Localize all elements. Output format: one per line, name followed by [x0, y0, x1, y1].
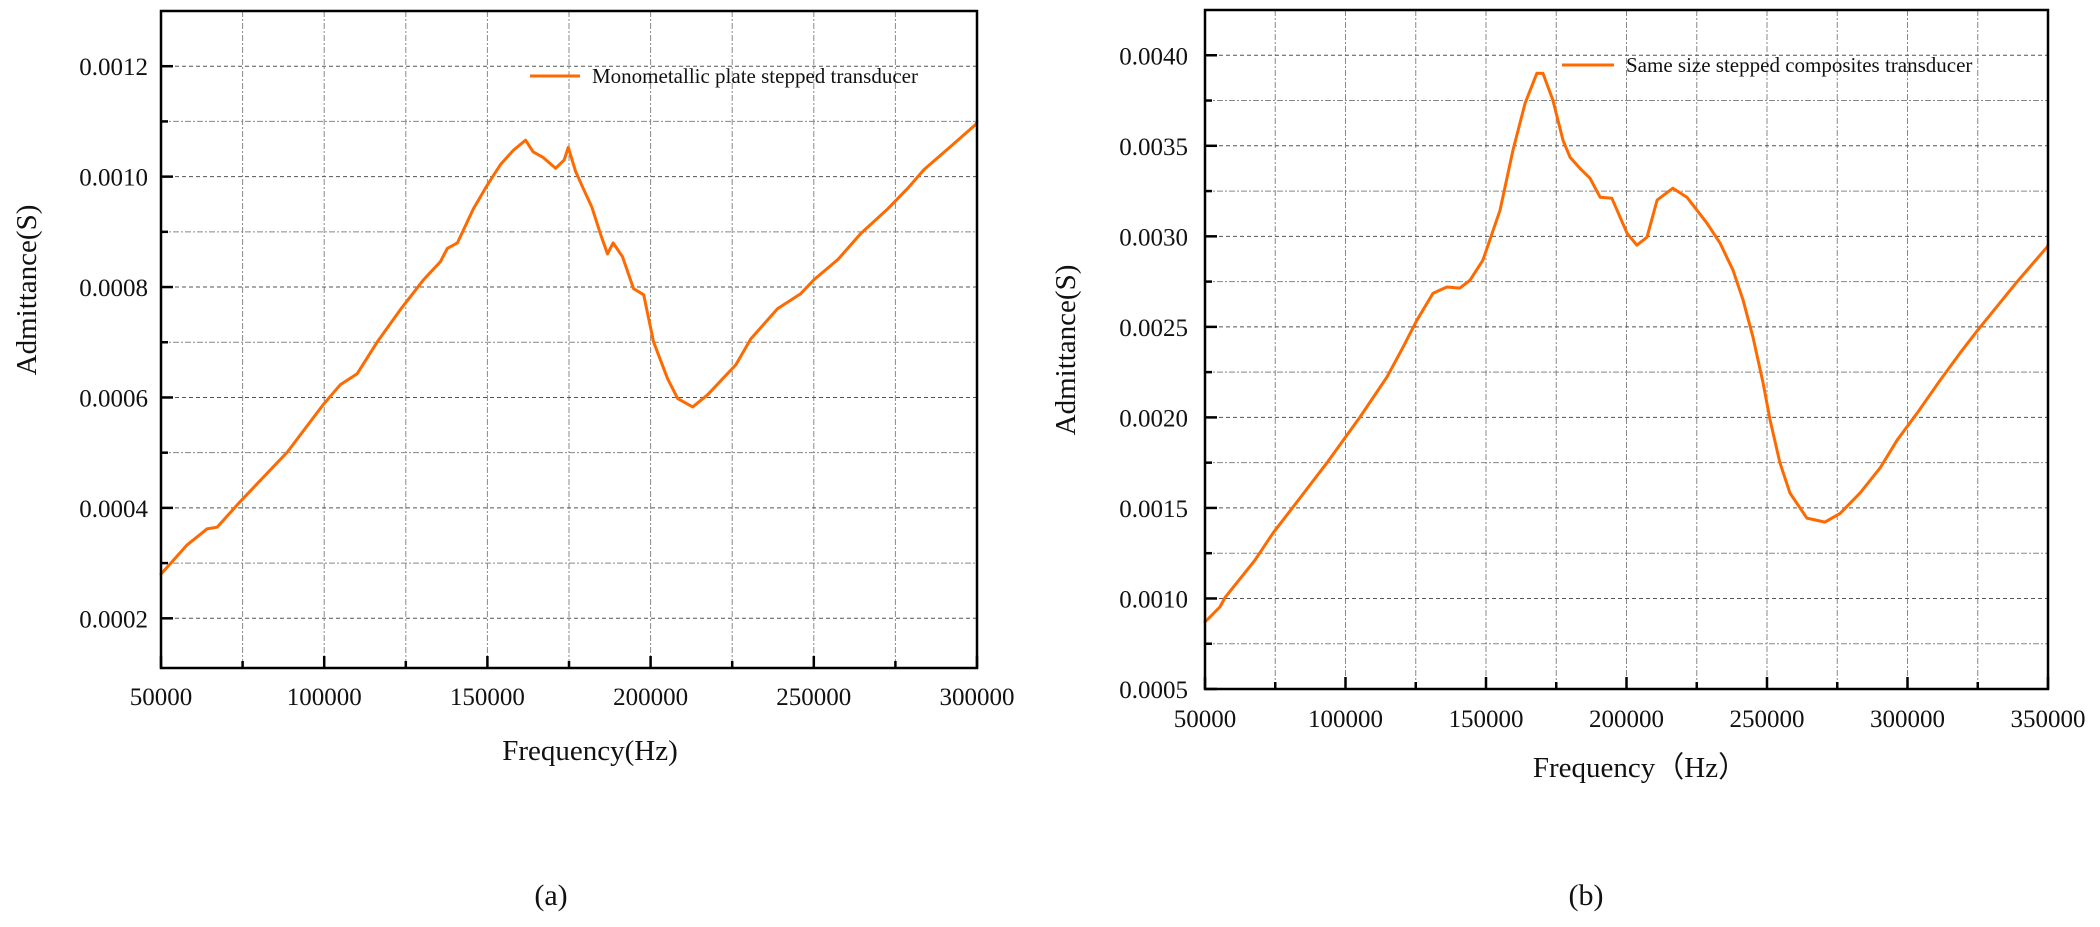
- y-tick-label: 0.0004: [79, 496, 148, 523]
- data-line-b: [1203, 71, 2050, 624]
- y-tick-label: 0.0025: [1119, 315, 1188, 342]
- legend-label-b: Same size stepped composites transducer: [1626, 53, 1972, 77]
- x-tick-label: 300000: [1870, 706, 1945, 733]
- y-tick-label: 0.0002: [79, 606, 148, 633]
- plot-frame-b: [1203, 8, 2050, 691]
- y-tick-label: 0.0030: [1119, 224, 1188, 251]
- data-line-a: [159, 119, 979, 576]
- x-axis-title-b: Frequency（Hz）: [1533, 752, 1747, 784]
- caption-a: (a): [534, 879, 567, 912]
- grid-b: [1205, 10, 2048, 689]
- y-axis-title-a: Admittance(S): [11, 205, 43, 376]
- x-tick-label: 250000: [1730, 706, 1805, 733]
- legend-b: Same size stepped composites transducer: [1562, 53, 1972, 77]
- caption-b: (b): [1569, 879, 1604, 912]
- y-tick-label: 0.0035: [1119, 134, 1188, 161]
- y-tick-label: 0.0040: [1119, 43, 1188, 70]
- y-tick-labels-b: 0.0005 0.0010 0.0015 0.0020 0.0025 0.0030 0.00…: [1119, 43, 1188, 704]
- x-tick-label: 50000: [1174, 706, 1237, 733]
- y-tick-label: 0.0015: [1119, 496, 1188, 523]
- x-tick-label: 200000: [613, 684, 688, 711]
- grid-a: [161, 11, 977, 668]
- plot-frame-a: [159, 9, 979, 670]
- y-tick-label: 0.0005: [1119, 677, 1188, 704]
- y-tick-label: 0.0010: [1119, 586, 1188, 613]
- x-tick-label: 300000: [940, 684, 1015, 711]
- y-tick-label: 0.0020: [1119, 405, 1188, 432]
- x-tick-label: 350000: [2011, 706, 2086, 733]
- x-tick-labels-a: 50000 100000 150000 200000 250000 300000: [130, 684, 1015, 711]
- x-tick-labels-b: 50000 100000 150000 200000 250000 300000 35000…: [1174, 706, 2086, 733]
- x-tick-label: 150000: [450, 684, 525, 711]
- y-tick-labels-a: 0.0002 0.0004 0.0006 0.0008 0.0010 0.0012: [79, 54, 148, 633]
- x-tick-label: 50000: [130, 684, 193, 711]
- legend-label-a: Monometallic plate stepped transducer: [592, 64, 918, 88]
- x-tick-label: 250000: [776, 684, 851, 711]
- legend-a: Monometallic plate stepped transducer: [530, 64, 918, 88]
- y-tick-label: 0.0012: [79, 54, 148, 81]
- x-tick-label: 150000: [1449, 706, 1524, 733]
- x-tick-label: 100000: [1308, 706, 1383, 733]
- y-tick-label: 0.0008: [79, 275, 148, 302]
- y-tick-label: 0.0006: [79, 385, 148, 412]
- chart-panel-a: 50000 100000 150000 200000 250000 300000 0.00…: [11, 9, 1015, 912]
- y-tick-label: 0.0010: [79, 165, 148, 192]
- x-tick-label: 100000: [287, 684, 362, 711]
- chart-panel-b: 50000 100000 150000 200000 250000 300000 35000…: [1050, 8, 2086, 912]
- x-axis-title-a: Frequency(Hz): [502, 735, 678, 767]
- y-axis-title-b: Admittance(S): [1050, 265, 1082, 436]
- x-tick-label: 200000: [1589, 706, 1664, 733]
